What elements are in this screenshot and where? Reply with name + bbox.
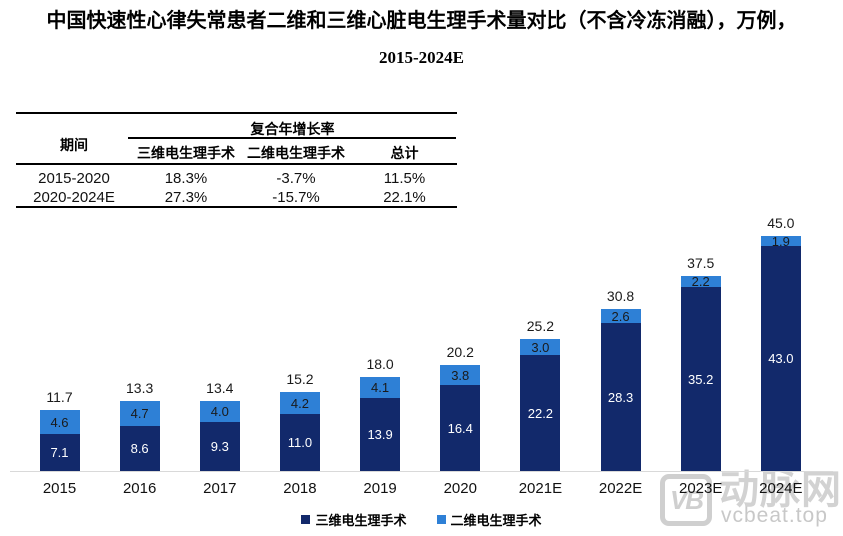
- table-row: 2020-2024E 27.3% -15.7% 22.1%: [16, 189, 457, 206]
- bar-segment-2d: 4.6: [39, 410, 80, 434]
- table-col-2d: 二维电生理手术: [247, 147, 345, 162]
- legend-item-3d: 三维电生理手术: [301, 510, 407, 529]
- legend-label-3d: 三维电生理手术: [315, 513, 407, 528]
- bar-value-3d: 7.1: [50, 445, 69, 460]
- x-axis-label: 2023E: [679, 480, 723, 497]
- bar-segment-3d: 11.0: [279, 414, 320, 471]
- x-axis-line: [10, 471, 833, 472]
- x-axis-label: 2015: [42, 480, 77, 497]
- bar-segment-2d: 1.9: [760, 233, 801, 249]
- bar-segment-2d: 4.2: [279, 392, 320, 414]
- bar-segment-3d: 9.3: [199, 422, 240, 471]
- bar-value-3d: 13.9: [367, 427, 393, 442]
- table-cell-total: 11.5%: [383, 170, 426, 187]
- bar-value-2d: 3.8: [451, 367, 470, 383]
- x-axis-label: 2024E: [759, 480, 803, 497]
- bar-total-label: 30.8: [606, 288, 635, 304]
- bar-segment-3d: 13.9: [360, 398, 401, 471]
- chart-title: 中国快速性心律失常患者二维和三维心脏电生理手术量对比（不含冷冻消融），万例，: [46, 10, 797, 32]
- bar-segment-2d: 4.1: [360, 377, 401, 398]
- x-axis-label: 2018: [283, 480, 317, 497]
- bar-value-2d: 4.1: [371, 380, 390, 395]
- bar-segment-2d: 2.2: [680, 274, 721, 289]
- bar-segment-3d: 28.3: [600, 323, 641, 471]
- table-cell-2d: -15.7%: [272, 189, 320, 206]
- plot-area: 7.1 4.6 11.7 8.6 4.7 13.3 9.3 4.0 13.4 11.0 4.2 15.…: [0, 210, 843, 471]
- bar-value-2d: 2.6: [611, 308, 630, 324]
- bar-segment-3d: 16.4: [440, 385, 481, 471]
- table-cell-period: 2015-2020: [38, 170, 110, 187]
- bar-value-3d: 43.0: [768, 351, 794, 366]
- chart-legend: 三维电生理手术 二维电生理手术: [0, 510, 843, 529]
- table-cagr-header: 复合年增长率: [250, 123, 335, 138]
- bar-value-3d: 16.4: [447, 420, 473, 436]
- bar-value-2d: 4.2: [290, 395, 309, 411]
- table-cell-period: 2020-2024E: [33, 189, 115, 206]
- bar-value-3d: 11.0: [287, 435, 313, 450]
- bar-segment-3d: 43.0: [760, 246, 801, 471]
- bar-value-2d: 4.7: [130, 406, 149, 421]
- bar-segment-3d: 7.1: [39, 434, 80, 471]
- bar-segment-2d: 3.8: [440, 365, 481, 385]
- chart-title-years: 2015-2024E: [379, 48, 464, 67]
- legend-swatch-3d-icon: [301, 515, 311, 524]
- x-axis-label: 2021E: [518, 480, 563, 497]
- x-axis-label: 2017: [203, 480, 237, 497]
- cagr-table: 复合年增长率 期间 三维电生理手术 二维电生理手术 总计 2015-2020 1…: [16, 112, 457, 209]
- bar-total-label: 11.7: [46, 389, 73, 405]
- table-row: 2015-2020 18.3% -3.7% 11.5%: [16, 170, 457, 187]
- bar-segment-3d: 22.2: [520, 355, 561, 471]
- table-cell-3d: 18.3%: [164, 170, 208, 187]
- x-axis-label: 2019: [363, 480, 397, 497]
- legend-swatch-2d-icon: [436, 515, 446, 524]
- table-col-total: 总计: [390, 147, 419, 162]
- table-bottom-border: [16, 206, 457, 208]
- table-cell-3d: 27.3%: [164, 189, 208, 206]
- table-cagr-underline: [128, 137, 456, 139]
- bar-total-label: 45.0: [767, 215, 795, 231]
- bar-value-2d: 4.6: [50, 414, 69, 430]
- bar-total-label: 18.0: [366, 356, 394, 372]
- bar-value-3d: 35.2: [688, 371, 714, 387]
- table-header-separator: [16, 163, 457, 165]
- bar-value-2d: 1.9: [771, 233, 790, 249]
- bar-total-label: 37.5: [687, 255, 715, 271]
- x-axis-labels: 2015 2016 2017 2018 2019 2020 2021E 2022E 2023E 2…: [0, 480, 843, 502]
- table-cell-total: 22.1%: [383, 189, 426, 206]
- bar-segment-2d: 3.0: [520, 339, 561, 355]
- bar-value-3d: 8.6: [130, 441, 149, 456]
- bar-segment-2d: 4.7: [119, 401, 160, 426]
- bar-total-label: 13.3: [126, 380, 154, 396]
- table-top-border: [16, 112, 457, 114]
- bar-value-3d: 22.2: [527, 405, 554, 421]
- table-cell-2d: -3.7%: [276, 170, 316, 187]
- x-axis-label: 2016: [122, 480, 157, 497]
- bar-total-label: 13.4: [206, 380, 234, 396]
- bar-value-3d: 9.3: [210, 439, 229, 454]
- bar-segment-2d: 4.0: [199, 401, 240, 422]
- legend-item-2d: 二维电生理手术: [436, 510, 542, 529]
- bar-segment-3d: 8.6: [119, 426, 160, 471]
- bar-value-2d: 4.0: [210, 404, 229, 419]
- bar-segment-2d: 2.6: [600, 308, 641, 324]
- bar-total-label: 25.2: [526, 318, 555, 334]
- bar-value-3d: 28.3: [607, 389, 634, 405]
- bar-segment-3d: 35.2: [680, 287, 721, 471]
- bar-total-label: 15.2: [286, 371, 314, 387]
- bar-value-2d: 2.2: [691, 274, 710, 289]
- bar-total-label: 20.2: [446, 344, 474, 360]
- legend-label-2d: 二维电生理手术: [450, 513, 542, 528]
- x-axis-label: 2022E: [598, 480, 643, 497]
- chart-title-block: 中国快速性心律失常患者二维和三维心脏电生理手术量对比（不含冷冻消融），万例， 2…: [0, 8, 843, 68]
- bar-value-2d: 3.0: [531, 339, 550, 355]
- table-period-header: 期间: [60, 139, 88, 154]
- table-col-3d: 三维电生理手术: [137, 147, 235, 162]
- x-axis-label: 2020: [443, 480, 477, 497]
